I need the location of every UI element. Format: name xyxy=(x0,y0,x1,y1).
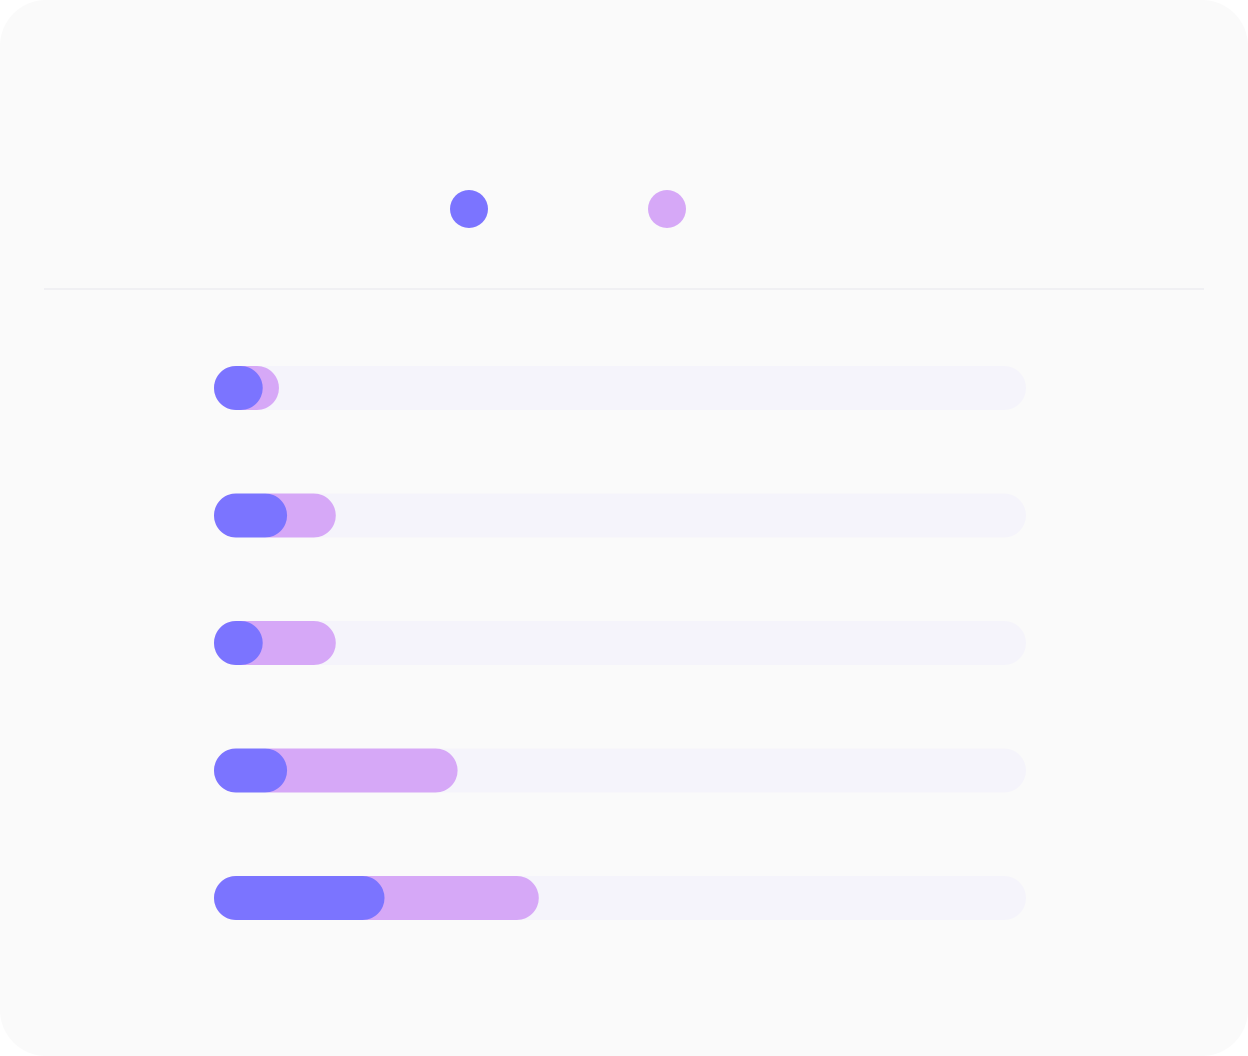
bar-segment-series-1 xyxy=(214,621,263,665)
bar-segment-series-1 xyxy=(214,366,263,410)
legend-item-series-2 xyxy=(648,186,704,232)
bar-track xyxy=(214,493,1026,538)
bar-segment-series-1 xyxy=(214,748,288,793)
bar-track xyxy=(214,621,1026,665)
header-divider xyxy=(44,288,1204,290)
legend-item-series-1 xyxy=(450,186,506,232)
bar-segment-series-1 xyxy=(214,493,288,538)
legend-dot-series-2 xyxy=(648,190,686,228)
legend-dot-series-1 xyxy=(450,190,488,228)
bar-track xyxy=(214,366,1026,410)
chart-legend xyxy=(0,186,1248,232)
bar-segment-series-1 xyxy=(214,876,385,920)
